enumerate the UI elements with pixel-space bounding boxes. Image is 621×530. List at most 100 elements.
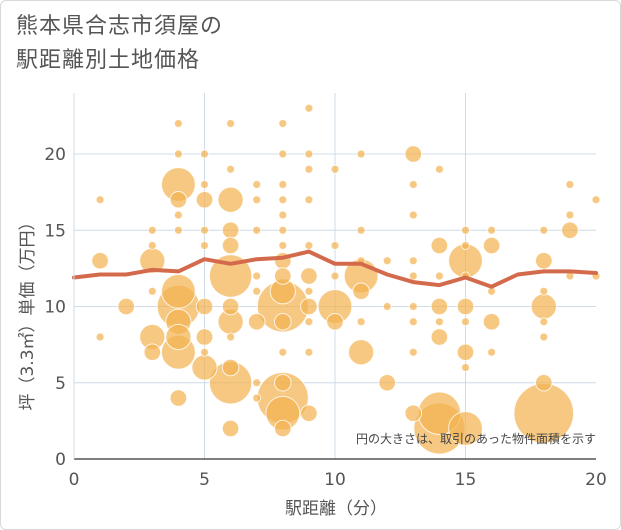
- data-bubble: [274, 312, 292, 331]
- data-bubble: [252, 286, 262, 296]
- y-tick-label: 15: [44, 221, 66, 241]
- data-bubble: [565, 180, 575, 189]
- data-bubble: [226, 332, 236, 342]
- data-bubble: [539, 286, 549, 296]
- x-tick-label: 5: [199, 470, 210, 490]
- x-axis-label: 駅距離（分）: [285, 499, 387, 519]
- data-bubble: [278, 210, 288, 220]
- data-bubble: [356, 225, 366, 235]
- data-bubble: [378, 373, 397, 392]
- data-bubble: [200, 241, 209, 250]
- data-bubble: [143, 343, 162, 362]
- data-bubble: [191, 354, 218, 381]
- data-bubble: [591, 195, 601, 205]
- data-bubble: [348, 339, 375, 366]
- data-bubble: [539, 225, 549, 235]
- y-tick-label: 5: [55, 374, 66, 394]
- data-bubble: [226, 164, 236, 174]
- data-bubble: [278, 347, 288, 357]
- data-bubble: [352, 282, 370, 301]
- data-bubble: [252, 271, 262, 281]
- y-tick-label: 0: [55, 450, 66, 470]
- data-bubble: [95, 332, 105, 342]
- data-bubble: [221, 358, 240, 377]
- data-bubble: [200, 180, 209, 189]
- title-line-2: 駅距離別土地価格: [16, 48, 201, 73]
- data-bubble: [252, 195, 262, 205]
- x-tick-label: 10: [324, 470, 346, 490]
- data-bubble: [539, 317, 549, 327]
- data-bubble: [330, 241, 340, 250]
- data-bubble: [147, 241, 157, 250]
- data-bubble: [147, 225, 157, 235]
- data-bubble: [304, 103, 314, 113]
- data-bubble: [278, 149, 288, 159]
- data-bubble: [430, 236, 449, 255]
- data-bubble: [408, 210, 418, 220]
- data-bubble: [382, 302, 392, 311]
- data-bubble: [221, 236, 240, 255]
- x-tick-label: 15: [455, 470, 477, 490]
- data-bubble: [252, 393, 262, 403]
- data-bubble: [226, 119, 236, 128]
- data-bubble: [430, 328, 449, 346]
- data-bubble: [530, 293, 557, 320]
- data-bubble: [330, 271, 340, 281]
- data-bubble: [274, 267, 292, 285]
- data-bubble: [195, 297, 214, 316]
- x-tick-label: 20: [585, 470, 607, 490]
- data-bubble: [300, 404, 318, 423]
- trend-line: [72, 249, 598, 289]
- data-bubble: [161, 273, 196, 309]
- data-bubble: [434, 271, 444, 281]
- data-bubble: [487, 225, 497, 235]
- data-bubble: [408, 317, 418, 327]
- data-bubble: [434, 317, 444, 327]
- data-bubble: [95, 195, 105, 205]
- data-bubble: [217, 186, 244, 213]
- data-bubble: [200, 149, 209, 159]
- data-bubble: [461, 317, 470, 327]
- data-bubble: [173, 149, 183, 159]
- data-bubble: [300, 297, 318, 316]
- data-bubble: [448, 411, 483, 446]
- y-tick-label: 10: [44, 298, 66, 318]
- data-bubble: [173, 225, 183, 235]
- data-bubble: [434, 164, 444, 174]
- trend-line-group: [72, 249, 598, 289]
- data-bubble: [195, 190, 214, 209]
- y-tick-label: 20: [44, 145, 66, 165]
- data-bubble: [252, 225, 262, 235]
- data-bubble: [461, 225, 470, 235]
- data-bubble: [408, 302, 418, 311]
- data-bubble: [408, 271, 418, 281]
- data-bubble: [404, 404, 423, 423]
- data-bubble: [117, 297, 135, 316]
- data-bubble: [278, 225, 288, 235]
- data-bubble: [382, 256, 392, 266]
- data-bubble: [304, 286, 314, 296]
- data-bubble: [304, 317, 314, 327]
- data-bubble: [482, 236, 501, 255]
- data-bubble: [165, 323, 192, 351]
- data-bubble: [200, 347, 209, 357]
- data-bubble: [169, 190, 188, 209]
- data-bubble: [456, 297, 475, 316]
- title-line-1: 熊本県合志市須屋の: [16, 14, 224, 39]
- data-bubble: [430, 297, 449, 316]
- data-bubble: [326, 312, 344, 331]
- data-bubble: [91, 251, 109, 270]
- data-bubble: [565, 210, 575, 220]
- data-bubble: [252, 180, 262, 189]
- x-tick-label: 0: [69, 470, 80, 490]
- data-bubble: [461, 241, 470, 250]
- data-bubble: [274, 419, 292, 438]
- data-bubble: [304, 149, 314, 159]
- data-bubble: [195, 328, 214, 346]
- data-bubble: [356, 149, 366, 159]
- data-bubble: [274, 373, 292, 392]
- data-bubble: [173, 119, 183, 128]
- data-bubble: [300, 267, 318, 285]
- chart-annotation: 円の大きさは、取引のあった物件面積を示す: [356, 431, 596, 446]
- data-bubble: [221, 297, 240, 316]
